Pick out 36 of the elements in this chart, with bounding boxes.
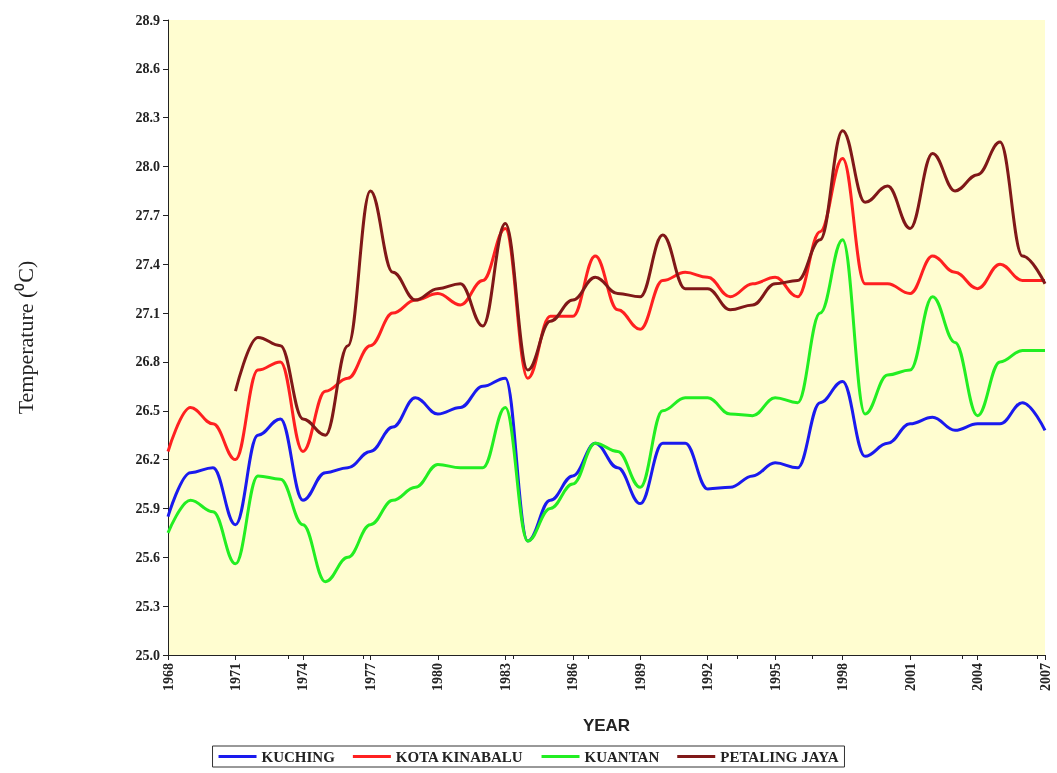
x-tick-label: 1989: [632, 663, 648, 691]
x-tick-label: 1968: [160, 663, 176, 691]
x-tick-label: 1974: [295, 663, 311, 691]
x-tick-label: 2007: [1037, 663, 1053, 691]
y-tick-label: 28.0: [135, 159, 160, 175]
y-tick-label: 28.9: [135, 12, 160, 28]
line-series: [166, 238, 1047, 584]
x-tick-label: 1971: [227, 663, 243, 691]
legend-label: KUCHING: [261, 748, 336, 765]
y-tick-label: 26.2: [135, 452, 160, 468]
line-series: [233, 129, 1047, 437]
x-tick-label: 1980: [430, 663, 446, 691]
x-tick-label: 2001: [902, 663, 918, 691]
x-tick-label: 1998: [835, 663, 851, 691]
y-tick-label: 25.3: [135, 598, 160, 614]
y-tick-label: 25.6: [135, 549, 160, 565]
y-tick-label: 26.5: [135, 403, 160, 419]
y-tick-label: 27.4: [135, 256, 160, 272]
x-tick-label: 1977: [362, 663, 378, 691]
legend-label: KOTA KINABALU: [395, 748, 523, 765]
y-tick-label: 27.1: [135, 305, 160, 321]
x-axis-title: YEAR: [582, 716, 631, 735]
y-tick-label: 25.9: [135, 500, 160, 516]
y-tick-label: 25.0: [135, 647, 160, 663]
legend-label: PETALING JAYA: [720, 748, 839, 765]
x-tick-label: 2004: [970, 663, 986, 691]
x-tick-label: 1983: [497, 663, 513, 691]
y-tick-label: 28.3: [135, 110, 160, 126]
legend-label: KUANTAN: [584, 748, 660, 765]
y-tick-label: 28.6: [135, 61, 160, 77]
y-axis-title: Temperature (⁰C): [12, 260, 38, 415]
x-tick-label: 1986: [565, 663, 581, 691]
x-tick-label: 1992: [700, 663, 716, 691]
y-tick-label: 27.7: [135, 207, 160, 223]
y-tick-label: 26.8: [135, 354, 160, 370]
x-tick-label: 1995: [767, 663, 783, 691]
